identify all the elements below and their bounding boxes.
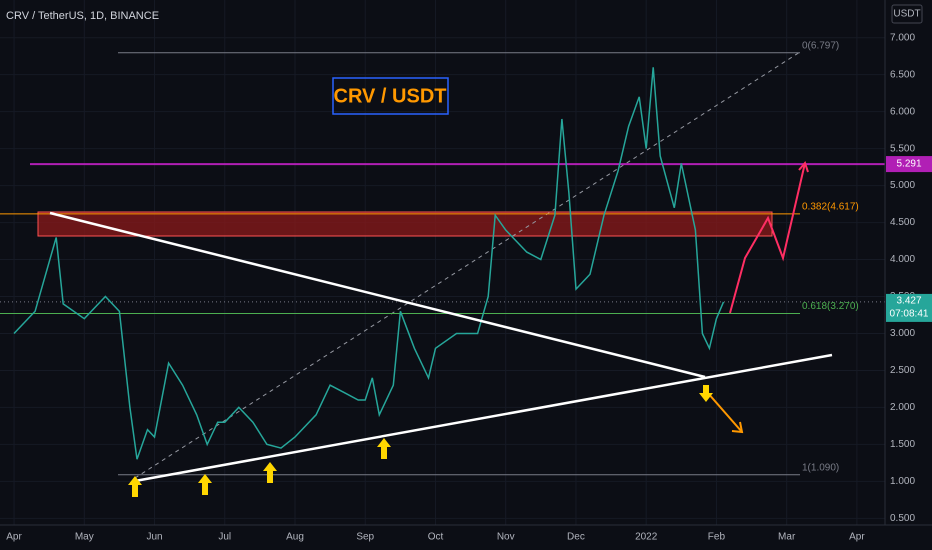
up-arrow [699, 385, 713, 402]
fib-level-label: 0.618(3.270) [802, 301, 859, 312]
y-tick-label: 2.000 [890, 402, 915, 413]
x-tick-label: Sep [356, 532, 374, 543]
trend-line-down [49, 211, 706, 379]
price-line [13, 67, 725, 460]
y-tick-label: 3.000 [890, 328, 915, 339]
x-tick-label: Aug [286, 532, 304, 543]
projection-arrowhead [798, 161, 809, 173]
projection-path [729, 162, 806, 314]
fib-diagonal [134, 51, 801, 479]
fib-level-label: 0(6.797) [802, 40, 839, 51]
last-price-label: 3.427 [896, 296, 921, 307]
marks [0, 52, 885, 476]
x-tick-label: Jun [146, 532, 162, 543]
y-tick-label: 6.000 [890, 106, 915, 117]
up-arrow [198, 474, 212, 495]
y-tick-label: 1.000 [890, 476, 915, 487]
y-tick-label: 0.500 [890, 513, 915, 524]
x-tick-label: Jul [218, 532, 231, 543]
countdown-label: 07:08:41 [890, 309, 929, 320]
x-tick-label: Apr [6, 532, 22, 543]
currency-label: USDT [893, 9, 920, 20]
bounce-arrows [128, 385, 713, 497]
trend-line-up [134, 353, 833, 483]
x-tick-label: Mar [778, 532, 796, 543]
overlay: 0.5001.0001.5002.0002.5003.0003.5004.000… [6, 32, 932, 543]
y-tick-label: 4.000 [890, 254, 915, 265]
grid [0, 0, 885, 525]
y-tick-label: 6.500 [890, 69, 915, 80]
x-tick-label: Dec [567, 532, 585, 543]
up-arrow [377, 438, 391, 459]
chart-title: CRV / TetherUS, 1D, BINANCE [6, 10, 159, 22]
x-tick-label: May [75, 532, 94, 543]
fib-level-label: 1(1.090) [802, 462, 839, 473]
resistance-label: 5.291 [896, 159, 921, 170]
y-tick-label: 7.000 [890, 32, 915, 43]
price-badge [886, 156, 932, 173]
annotation-box [332, 77, 449, 115]
down-arrowhead [731, 421, 744, 434]
down-arrow [706, 391, 743, 433]
annotation: CRV / USDT [334, 85, 447, 107]
up-arrow [263, 462, 277, 483]
price-badge [886, 293, 932, 322]
supply-zone [37, 211, 773, 237]
x-tick-label: Feb [708, 532, 726, 543]
y-tick-label: 4.500 [890, 217, 915, 228]
x-tick-label: Nov [497, 532, 515, 543]
fib-level-label: 0.382(4.617) [802, 202, 859, 213]
currency-box [891, 4, 923, 24]
y-tick-label: 2.500 [890, 365, 915, 376]
x-tick-label: Oct [428, 532, 444, 543]
x-tick-label: 2022 [635, 532, 658, 543]
y-tick-label: 1.500 [890, 439, 915, 450]
x-tick-label: Apr [849, 532, 865, 543]
y-tick-label: 5.500 [890, 143, 915, 154]
y-tick-label: 5.000 [890, 180, 915, 191]
up-arrow [128, 476, 142, 497]
